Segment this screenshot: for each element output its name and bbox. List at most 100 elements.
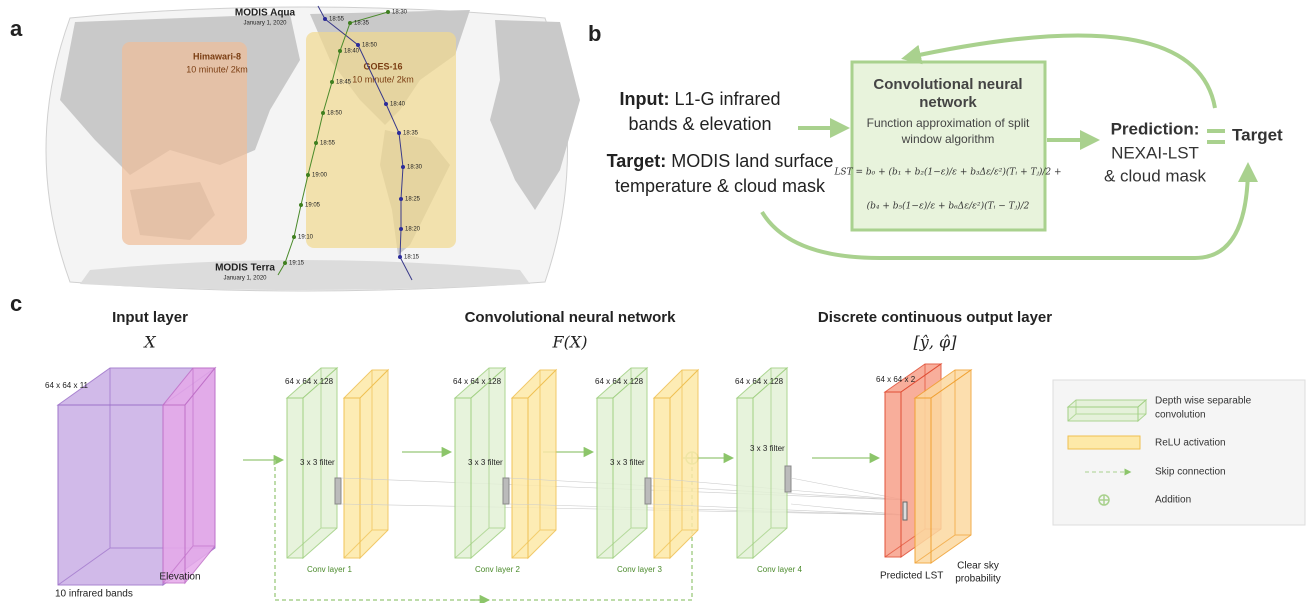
equals-bar (1207, 140, 1225, 144)
legend-relu-icon (1068, 436, 1140, 449)
conv-label: Conv layer 4 (757, 565, 802, 574)
track-time: 18:35 (403, 131, 419, 137)
clear-sky-slab (915, 370, 971, 563)
section-title: Input layer (112, 309, 188, 326)
filter-label: 3 x 3 filter (750, 444, 785, 453)
dims-label: 64 x 64 x 11 (45, 381, 89, 390)
track-time: 19:10 (298, 235, 314, 241)
track-time: 18:40 (344, 49, 360, 55)
target-text: temperature & cloud mask (615, 176, 826, 196)
track-point (399, 227, 403, 231)
conv-label: Conv layer 1 (307, 565, 352, 574)
track-time: 18:55 (329, 17, 345, 23)
track-point (283, 261, 287, 265)
box-front (885, 392, 901, 557)
output-label: Clear sky (957, 561, 999, 572)
output-label: Predicted LST (880, 571, 943, 582)
satellite-resolution: 10 minute/ 2km (186, 64, 248, 74)
track-point (398, 255, 402, 259)
box-front (163, 405, 185, 583)
conv-label: Conv layer 3 (617, 565, 662, 574)
panel-label: b (588, 21, 601, 46)
panel-label: c (10, 291, 22, 316)
legend-text: Skip connection (1155, 467, 1226, 478)
filter (645, 478, 651, 504)
legend-text: ReLU activation (1155, 438, 1226, 449)
track-point (401, 165, 405, 169)
track-time: 18:50 (327, 111, 343, 117)
heading-line: Target:MODIS land surface (607, 151, 834, 171)
relu-slab (344, 370, 388, 558)
legend-conv-icon (1068, 400, 1146, 421)
satellite-name: MODIS Terra (215, 263, 275, 274)
relu-slab (512, 370, 556, 558)
track-time: 18:15 (404, 255, 420, 261)
box-title: Convolutional neural (873, 76, 1022, 93)
track-time: 18:40 (390, 102, 406, 108)
track-point (299, 203, 303, 207)
track-point (386, 10, 390, 14)
satellite-date: January 1, 2020 (243, 21, 287, 27)
legend-text: Addition (1155, 495, 1191, 506)
dims-label: 64 x 64 x 128 (735, 377, 784, 386)
receptive-line (509, 478, 905, 500)
track-time: 18:45 (336, 80, 352, 86)
equation: LST = b₀ + (b₁ + b₂(1−ε)/ε + b₃Δε/ε²)(Tᵢ… (833, 167, 1061, 178)
target-label: Target (1232, 125, 1283, 144)
track-time: 19:15 (289, 261, 305, 267)
track-time: 18:30 (392, 10, 408, 16)
track-point (292, 235, 296, 239)
equals-bar (1207, 129, 1225, 133)
relu-slab (654, 370, 698, 558)
output-label: probability (955, 574, 1001, 585)
satellite-name: MODIS Aqua (235, 8, 296, 19)
legend-text: Depth wise separable (1155, 396, 1252, 407)
elevation-label: Elevation (159, 572, 200, 583)
equation: (b₄ + b₅(1−ε)/ε + b₆Δε/ε²)(Tᵢ − Tⱼ)/2 (867, 201, 1030, 212)
track-point (321, 111, 325, 115)
box-subtitle: window algorithm (901, 132, 995, 146)
track-point (348, 21, 352, 25)
track-point (384, 102, 388, 106)
box-front (455, 398, 471, 558)
filter-label: 3 x 3 filter (610, 458, 645, 467)
track-point (338, 49, 342, 53)
track-point (397, 131, 401, 135)
section-symbol: X (142, 333, 156, 352)
heading: Target: (607, 151, 667, 171)
panel-label: a (10, 16, 23, 41)
filter (903, 502, 907, 520)
dims-label: 64 x 64 x 128 (285, 377, 334, 386)
box-title: network (919, 94, 977, 111)
filter (503, 478, 509, 504)
satellite-resolution: 10 minute/ 2km (352, 74, 414, 84)
input-text: bands & elevation (628, 114, 771, 134)
box-front (915, 398, 931, 563)
heading-line: Input:L1-G infrared (619, 89, 780, 109)
box-subtitle: Function approximation of split (867, 116, 1030, 130)
elevation-slab (163, 368, 215, 583)
filter (335, 478, 341, 504)
track-point (306, 173, 310, 177)
prediction-heading: Prediction: (1111, 119, 1200, 138)
filter (785, 466, 791, 492)
box-front (654, 398, 670, 558)
track-time: 18:25 (405, 197, 421, 203)
prediction-text: & cloud mask (1104, 166, 1207, 185)
box-top (1068, 400, 1146, 407)
dims-label: 64 x 64 x 2 (876, 375, 916, 384)
satellite-date: January 1, 2020 (223, 276, 267, 282)
box-front (597, 398, 613, 558)
track-point (330, 80, 334, 84)
dims-label: 64 x 64 x 128 (595, 377, 644, 386)
heading: Input: (619, 89, 669, 109)
bands-label: 10 infrared bands (55, 589, 133, 600)
legend-text: convolution (1155, 410, 1206, 421)
satellite-name: Himawari-8 (193, 51, 241, 61)
figure: aHimawari-810 minute/ 2kmGOES-1610 minut… (0, 0, 1315, 603)
section-title: Convolutional neural network (465, 309, 677, 326)
filter-label: 3 x 3 filter (468, 458, 503, 467)
filter-label: 3 x 3 filter (300, 458, 335, 467)
text: MODIS land surface (671, 151, 833, 171)
track-time: 18:50 (362, 43, 378, 49)
